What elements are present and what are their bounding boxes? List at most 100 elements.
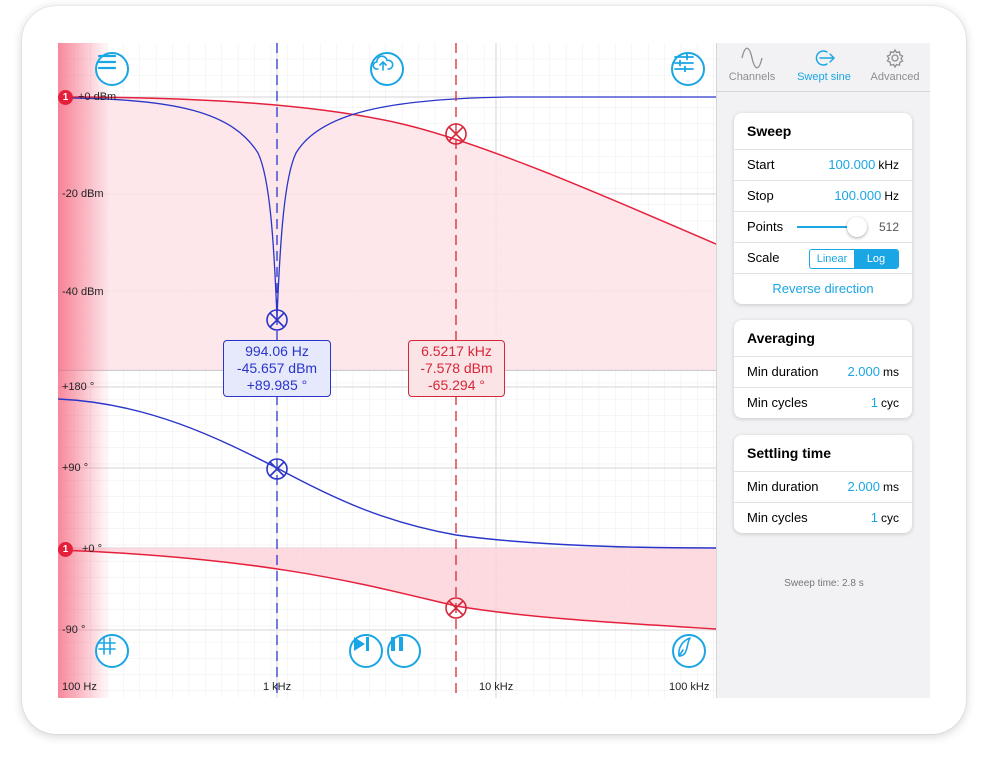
blue-cursor-readout[interactable]: 994.06 Hz -45.657 dBm +89.985 ° [223,340,331,397]
sweep-points-row: Points 512 [734,212,912,243]
export-button[interactable] [370,52,404,86]
points-slider-knob[interactable] [847,217,867,237]
probe-button[interactable] [672,634,706,668]
tab-channels-label: Channels [728,71,776,83]
red-cursor-readout[interactable]: 6.5217 kHz -7.578 dBm -65.294 ° [408,340,505,397]
blue-marker-magnitude[interactable] [266,309,288,331]
averaging-card: Averaging Min duration 2.000 ms Min cycle… [734,320,912,418]
tab-swept-sine-label: Swept sine [797,71,851,83]
sweep-start-value[interactable]: 100.000 [828,157,876,172]
sweep-points-value: 512 [878,220,899,234]
sidebar-tabs: Channels Swept sine Advanced [717,43,930,92]
sweep-start-row[interactable]: Start 100.000 kHz [734,150,912,181]
edge-fade [58,43,110,698]
settings-sidebar: Channels Swept sine Advanced Sweep Start… [716,43,930,698]
scale-log-option[interactable]: Log [854,250,898,268]
settling-cycles-label: Min cycles [747,510,808,525]
grid-button[interactable] [95,634,129,668]
red-marker-phase[interactable] [445,597,467,619]
probe-icon [678,637,691,657]
x-label-100hz: 100 Hz [62,681,97,693]
averaging-duration-label: Min duration [747,364,819,379]
tab-swept-sine[interactable]: Swept sine [789,47,859,83]
tab-advanced-label: Advanced [870,71,920,83]
bode-plot[interactable]: +0 dBm -20 dBm -40 dBm +180 ° +90 ° +0 °… [58,43,716,698]
output-arrow-icon [815,50,835,66]
settling-duration-row[interactable]: Min duration 2.000 ms [734,472,912,503]
x-label-10khz: 10 kHz [479,681,514,693]
scale-linear-option[interactable]: Linear [816,253,848,265]
averaging-cycles-unit: cyc [881,396,899,410]
gear-icon [886,48,904,69]
averaging-duration-unit: ms [883,365,899,379]
sweep-title: Sweep [734,113,912,150]
app-screen: +0 dBm -20 dBm -40 dBm +180 ° +90 ° +0 °… [58,43,930,698]
sweep-scale-row: Scale Linear Log [734,243,912,274]
settling-cycles-row[interactable]: Min cycles 1 cyc [734,503,912,533]
blue-phase-curve [58,398,716,549]
points-slider-track[interactable] [797,226,861,228]
red-phase-curve [58,549,716,630]
averaging-cycles-value[interactable]: 1 [870,395,878,410]
sweep-stop-row[interactable]: Stop 100.000 Hz [734,181,912,212]
sweep-stop-unit[interactable]: Hz [884,189,899,203]
averaging-duration-value[interactable]: 2.000 [847,364,880,379]
tab-advanced[interactable]: Advanced [860,47,930,83]
pause-button[interactable] [387,634,421,668]
y-label-0dbm: +0 dBm [78,91,117,103]
menu-button[interactable] [95,52,129,86]
y-label-minus90deg: -90 ° [62,624,86,636]
reverse-direction-button[interactable]: Reverse direction [772,281,874,296]
sweep-card: Sweep Start 100.000 kHz Stop 100.000 Hz Po… [734,113,912,304]
sweep-stop-value[interactable]: 100.000 [834,188,882,203]
settling-cycles-unit: cyc [881,511,899,525]
grid-icon [98,637,116,655]
hamburger-icon [97,54,117,70]
red-magnitude-curve [58,96,716,245]
y-label-0deg: +0 ° [82,543,102,555]
settling-duration-unit: ms [883,480,899,494]
sliders-icon [674,54,694,72]
x-label-1khz: 1 kHz [263,681,292,693]
settling-card: Settling time Min duration 2.000 ms Min c… [734,435,912,533]
settling-duration-value[interactable]: 2.000 [847,479,880,494]
red-readout-phase: -65.294 ° [428,377,485,393]
x-label-100khz: 100 kHz [669,681,710,693]
sweep-time-label: Sweep time: 2.8 s [784,578,864,589]
averaging-cycles-label: Min cycles [747,395,808,410]
y-label-plus90deg: +90 ° [62,462,89,474]
blue-readout-phase: +89.985 ° [246,377,308,393]
red-magnitude-band [58,97,716,370]
y-label-minus40dbm: -40 dBm [62,286,104,298]
sweep-start-label: Start [747,157,775,172]
red-phase-band [58,548,716,629]
step-forward-icon [354,637,369,651]
red-readout-magnitude: -7.578 dBm [420,360,493,376]
blue-readout-frequency: 994.06 Hz [245,343,309,359]
averaging-cycles-row[interactable]: Min cycles 1 cyc [734,388,912,418]
red-readout-frequency: 6.5217 kHz [421,343,492,359]
sweep-points-label: Points [747,219,784,234]
sweep-start-unit[interactable]: kHz [878,158,899,172]
reference-badge-magnitude[interactable]: 1 [58,90,73,105]
settling-cycles-value[interactable]: 1 [870,510,878,525]
scale-segmented-control: Linear Log [809,249,899,269]
tab-channels[interactable]: Channels [717,47,787,83]
sweep-stop-label: Stop [747,188,774,203]
y-label-minus20dbm: -20 dBm [62,188,104,200]
settling-title: Settling time [734,435,912,472]
settling-duration-label: Min duration [747,479,819,494]
sine-wave-icon [741,47,763,69]
blue-readout-magnitude: -45.657 dBm [236,360,318,376]
controls-button[interactable] [671,52,705,86]
red-marker-magnitude[interactable] [445,123,467,145]
y-label-plus180deg: +180 ° [62,381,95,393]
averaging-title: Averaging [734,320,912,357]
pause-icon [391,637,403,651]
averaging-duration-row[interactable]: Min duration 2.000 ms [734,357,912,388]
blue-marker-phase[interactable] [266,458,288,480]
step-button[interactable] [349,634,383,668]
sweep-scale-label: Scale [747,250,780,265]
plot-canvas [58,43,716,698]
reference-badge-phase[interactable]: 1 [58,542,73,557]
